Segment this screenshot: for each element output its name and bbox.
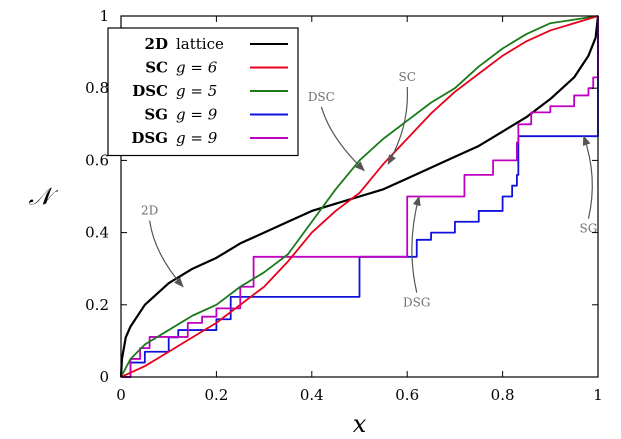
annotation-arrow: [411, 195, 421, 293]
series-line-2d: [119, 15, 600, 378]
annotation-label: SG: [580, 222, 598, 236]
x-tick-label: 0.8: [491, 386, 515, 404]
legend-series-label: SG: [144, 106, 168, 124]
annotation-arrow: [387, 86, 409, 165]
x-axis-label: x: [353, 410, 367, 438]
annotation-label: DSC: [308, 90, 335, 104]
series-line-dsg: [121, 16, 599, 378]
legend: 2D lattice SC g = 6 DSC g = 5 SG g = 9 DSG g = 9: [107, 27, 299, 157]
legend-series-param: lattice: [176, 35, 224, 53]
legend-series-label: DSC: [132, 82, 168, 100]
y-tick-label: 0.6: [85, 151, 109, 169]
x-tick-label: 0.6: [395, 386, 419, 404]
annotation-arrow: [582, 135, 593, 219]
x-tick-label: 0: [116, 386, 126, 404]
axis-ticks: 0 0.2 0.4 0.6 0.8 1 0 0.2 0.4 0.6 0.8 1: [85, 7, 603, 404]
annotation-arrow: [149, 220, 184, 288]
legend-series-label: SC: [145, 59, 168, 77]
series-line-dsc: [120, 15, 599, 378]
y-tick-label: 0: [99, 368, 109, 386]
annotation-label: 2D: [141, 204, 158, 218]
y-tick-label: 0.4: [85, 224, 109, 242]
legend-series-param: g = 9: [176, 106, 218, 124]
series-line-sc: [120, 15, 599, 378]
series-line-sg: [121, 16, 599, 378]
series-layer: [119, 15, 600, 378]
annotations: 2D DSC SC DSG SG: [141, 70, 597, 310]
y-tick-label: 0.2: [85, 296, 109, 314]
x-tick-label: 0.4: [300, 386, 324, 404]
annotation-arrow: [320, 106, 365, 172]
legend-series-param: g = 9: [176, 129, 218, 147]
y-tick-label: 1: [99, 7, 109, 25]
annotation-label: SC: [398, 70, 415, 84]
plot-frame: [120, 15, 599, 378]
legend-series-label: DSG: [131, 129, 168, 147]
y-tick-label: 0.8: [85, 79, 109, 97]
legend-series-param: g = 5: [176, 82, 217, 100]
y-axis-label: 𝒩: [29, 183, 59, 211]
legend-series-param: g = 6: [176, 59, 218, 77]
x-tick-label: 0.2: [204, 386, 228, 404]
annotation-label: DSG: [403, 296, 430, 310]
legend-series-label: 2D: [145, 35, 168, 53]
x-tick-label: 1: [593, 386, 603, 404]
